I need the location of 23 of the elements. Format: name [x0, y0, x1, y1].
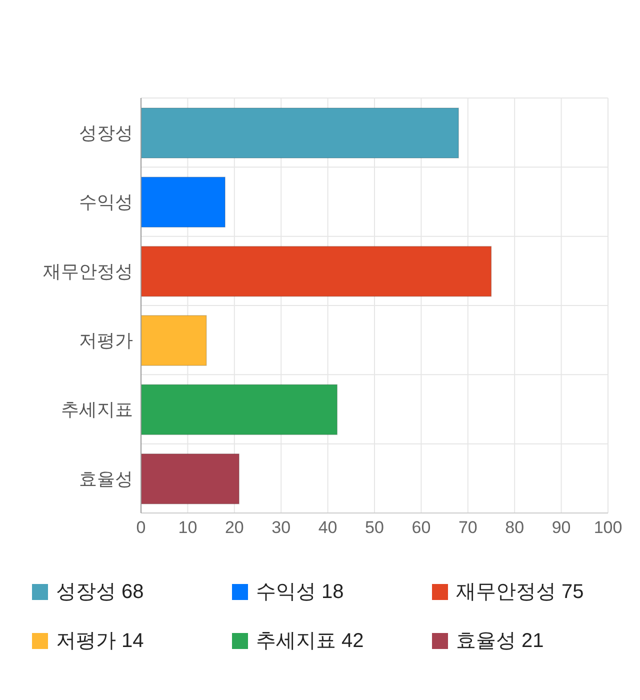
y-tick-label: 효율성: [79, 468, 133, 489]
legend-label: 재무안정성 75: [456, 580, 584, 605]
y-tick-label: 재무안정성: [43, 261, 133, 282]
x-tick-label: 10: [178, 518, 198, 538]
legend-label: 성장성 68: [56, 580, 144, 605]
x-tick-label: 70: [458, 518, 478, 538]
x-tick-label: 50: [365, 518, 384, 538]
x-tick-label: 80: [505, 518, 524, 538]
legend-label: 추세지표 42: [256, 629, 364, 654]
y-tick-label: 성장성: [79, 122, 133, 143]
x-tick-label: 30: [272, 518, 291, 538]
x-tick-label: 0: [136, 518, 146, 538]
legend-label: 저평가 14: [56, 629, 144, 654]
y-tick-label: 추세지표: [61, 400, 133, 420]
x-tick-label: 90: [552, 518, 571, 538]
y-tick-label: 수익성: [79, 192, 133, 212]
legend-label: 수익성 18: [256, 580, 344, 605]
x-tick-label: 60: [412, 518, 431, 538]
x-tick-label: 100: [594, 518, 622, 538]
x-tick-label: 40: [318, 518, 338, 538]
y-tick-label: 저평가: [79, 330, 133, 350]
legend-label: 효율성 21: [456, 629, 544, 654]
x-tick-label: 20: [224, 518, 244, 538]
